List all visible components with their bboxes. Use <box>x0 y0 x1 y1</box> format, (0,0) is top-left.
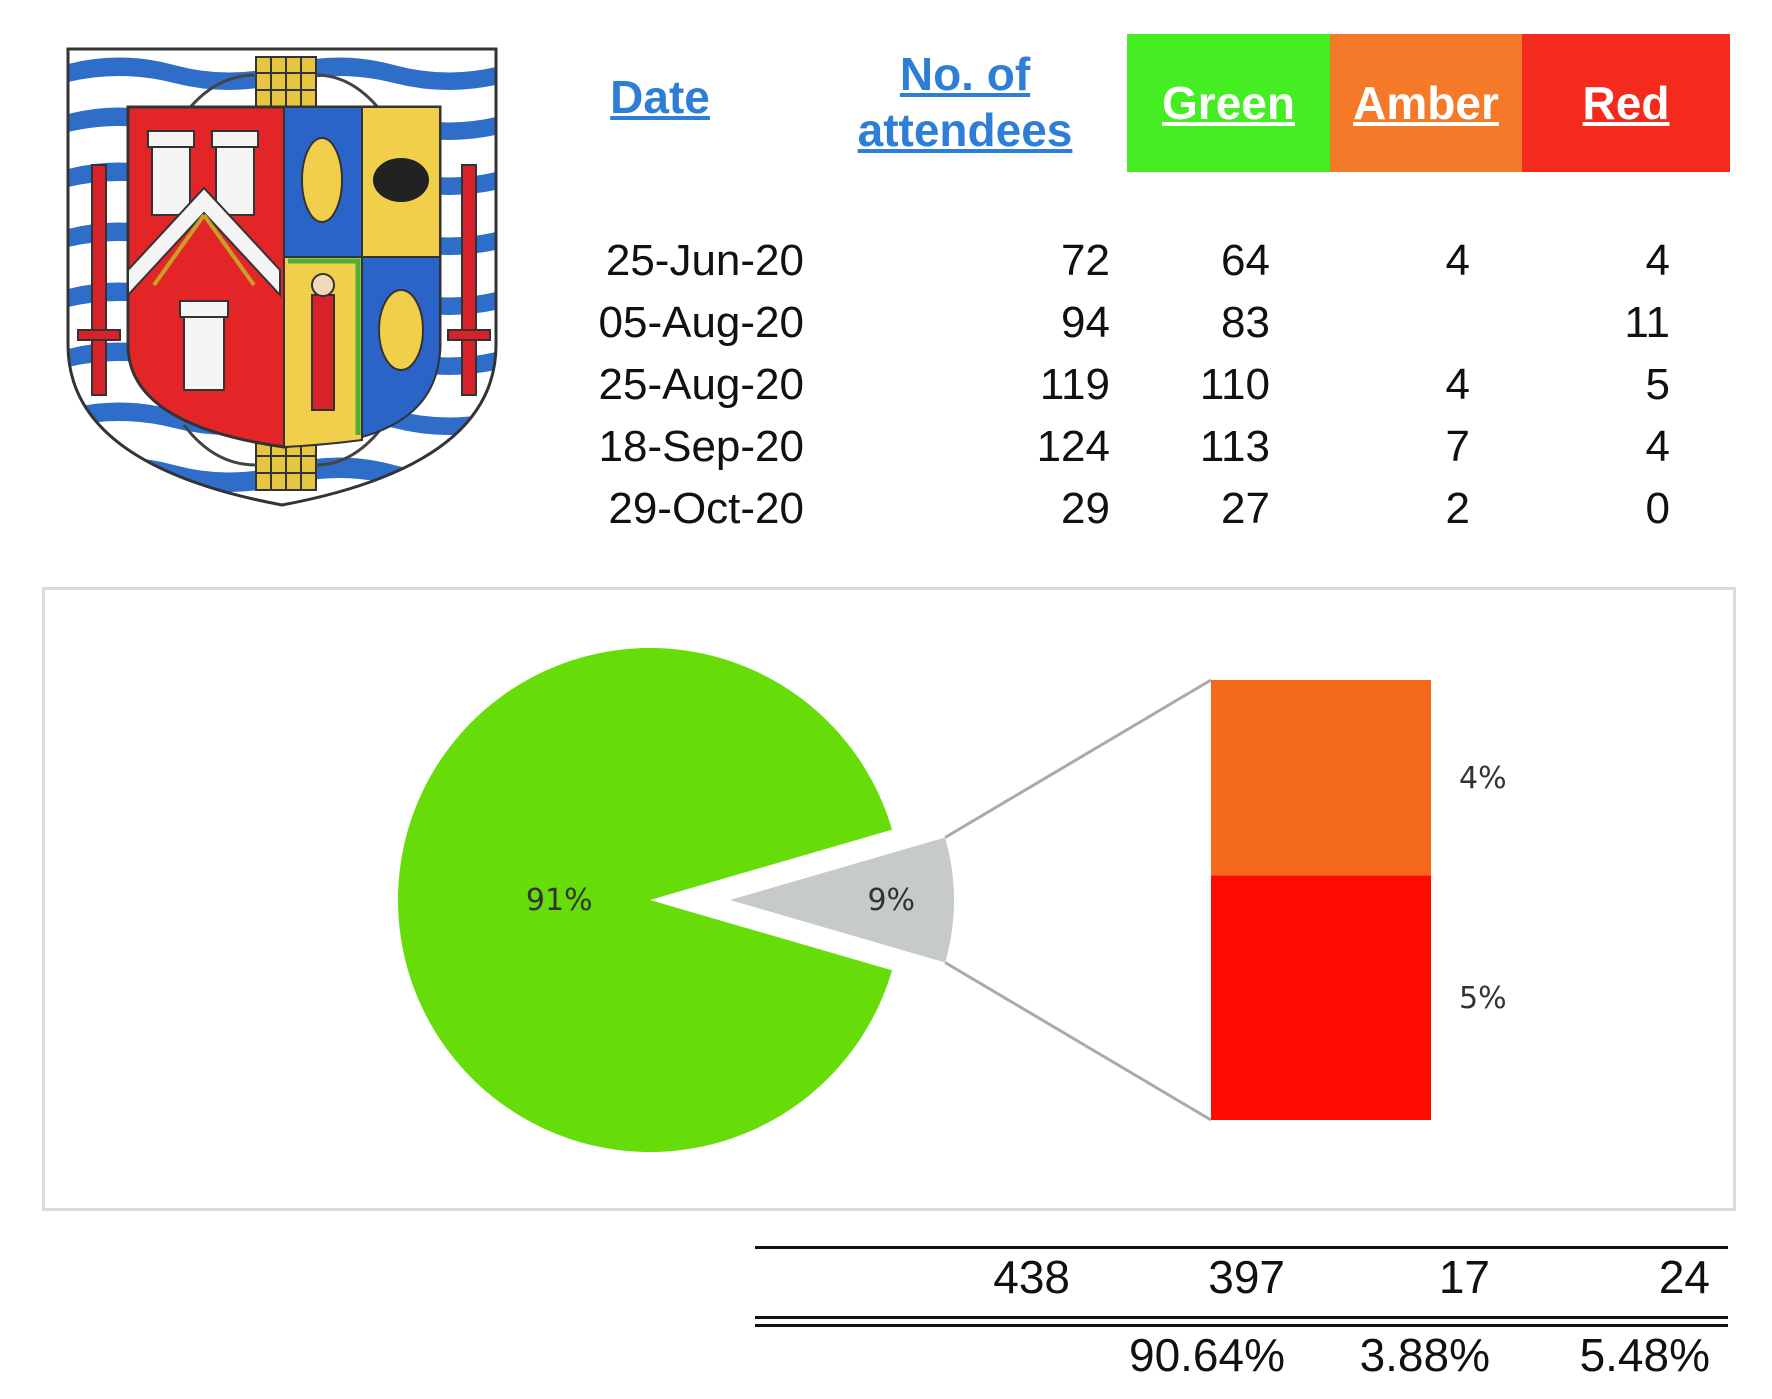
connector-line-bottom <box>944 961 1212 1122</box>
row-date: 18-Sep-20 <box>598 422 804 471</box>
pie-slice-main <box>398 648 892 1152</box>
total-attendees: 438 <box>993 1251 1070 1303</box>
row-date: 05-Aug-20 <box>598 298 804 347</box>
row-date: 25-Aug-20 <box>598 360 804 409</box>
amber-column-header[interactable]: Amber <box>1330 34 1522 172</box>
connector-line-top <box>944 678 1212 839</box>
pie-label-exploded: 9% <box>867 883 915 918</box>
breakdown-label-1: 4% <box>1459 761 1507 796</box>
attendees-column-header[interactable]: No. of attendees <box>830 46 1100 158</box>
coat-of-arms-logo <box>66 47 498 507</box>
table-row: 25-Aug-20 119 110 4 5 <box>560 354 1740 416</box>
row-amber: 4 <box>1445 360 1470 409</box>
row-date: 29-Oct-20 <box>608 484 804 533</box>
table-row: 05-Aug-20 94 83 11 <box>560 292 1740 354</box>
row-attendees: 72 <box>1061 236 1110 285</box>
row-red: 5 <box>1645 360 1670 409</box>
attendance-table: 25-Jun-20 72 64 4 4 05-Aug-20 94 83 11 2… <box>560 230 1740 540</box>
chart-panel: 91% 9% 4% 5% <box>42 587 1736 1211</box>
row-attendees: 94 <box>1061 298 1110 347</box>
total-green-percent: 90.64% <box>1128 1329 1285 1381</box>
breakdown-label-2: 5% <box>1459 981 1507 1016</box>
row-amber: 2 <box>1445 484 1470 533</box>
row-amber: 4 <box>1445 236 1470 285</box>
row-red: 4 <box>1645 422 1670 471</box>
totals-rule-top <box>755 1246 1728 1249</box>
total-amber: 17 <box>1438 1251 1490 1303</box>
table-row: 25-Jun-20 72 64 4 4 <box>560 230 1740 292</box>
row-green: 113 <box>1199 422 1270 471</box>
breakdown-segment-1 <box>1211 680 1431 876</box>
breakdown-segment-2 <box>1211 875 1431 1120</box>
row-green: 83 <box>1221 298 1270 347</box>
date-column-header[interactable]: Date <box>610 71 710 123</box>
totals-rule-double-2 <box>755 1324 1728 1327</box>
total-amber-percent: 3.88% <box>1359 1329 1490 1381</box>
row-red: 11 <box>1624 298 1670 347</box>
row-amber: 7 <box>1445 422 1470 471</box>
row-attendees: 124 <box>1036 422 1110 471</box>
totals-rule-double-1 <box>755 1316 1728 1319</box>
row-date: 25-Jun-20 <box>605 236 804 285</box>
table-row: 18-Sep-20 124 113 7 4 <box>560 416 1740 478</box>
red-column-header[interactable]: Red <box>1522 34 1730 172</box>
total-red-percent: 5.48% <box>1579 1329 1710 1381</box>
row-attendees: 29 <box>1061 484 1110 533</box>
row-attendees: 119 <box>1039 360 1110 409</box>
row-green: 110 <box>1199 360 1270 409</box>
pie-label-main: 91% <box>526 883 593 918</box>
pie-slice-exploded <box>730 837 954 963</box>
total-green: 397 <box>1208 1251 1285 1303</box>
table-row: 29-Oct-20 29 27 2 0 <box>560 478 1740 540</box>
green-column-header[interactable]: Green <box>1127 34 1330 172</box>
row-red: 0 <box>1645 484 1670 533</box>
row-green: 27 <box>1221 484 1270 533</box>
pie-of-bar-chart: 91% 9% 4% 5% <box>398 648 1507 1152</box>
total-red: 24 <box>1658 1251 1710 1303</box>
row-red: 4 <box>1645 236 1670 285</box>
attendees-header-line-1: No. of <box>899 48 1031 100</box>
row-green: 64 <box>1221 236 1270 285</box>
attendees-header-line-2: attendees <box>857 104 1073 156</box>
